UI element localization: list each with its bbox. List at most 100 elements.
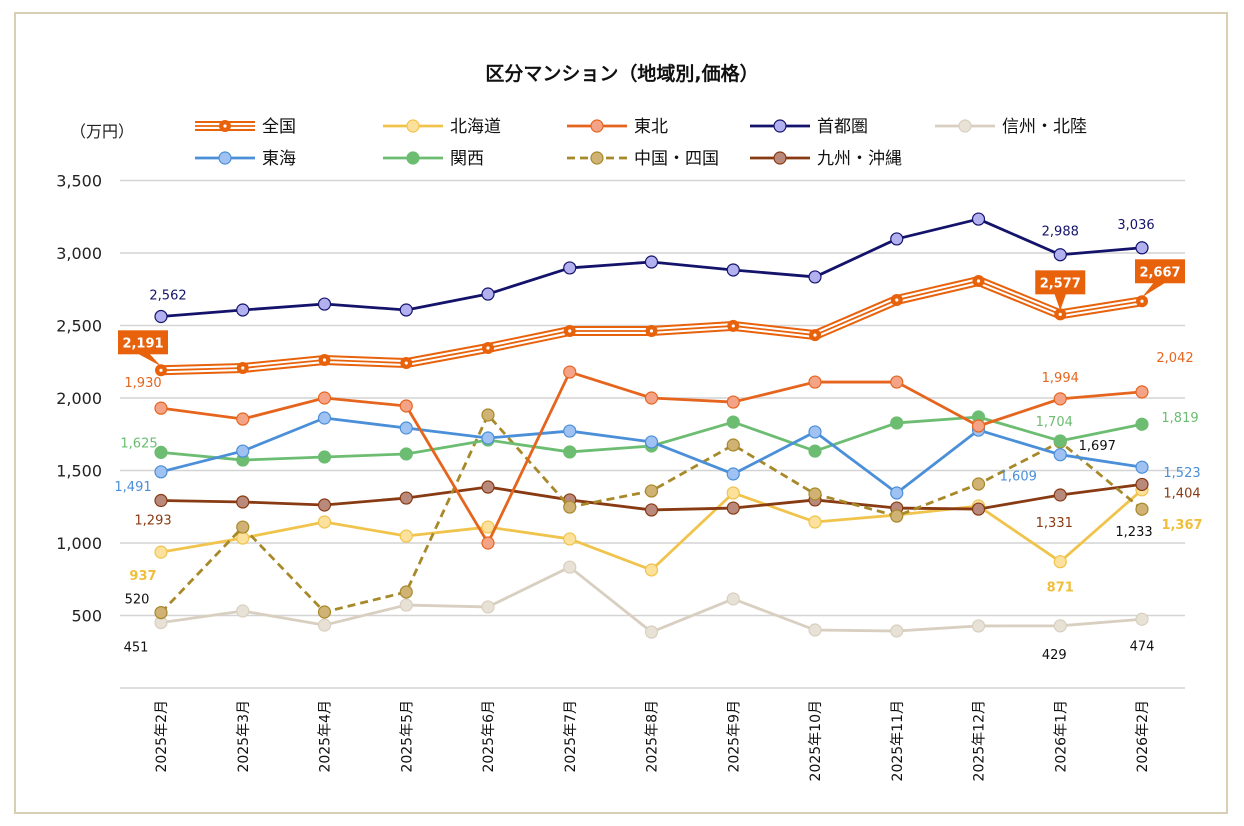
data-point-dot: [813, 333, 817, 337]
legend-item-shutoken: 首都圏: [750, 117, 868, 137]
x-tick-label: 2025年5月: [399, 700, 415, 773]
legend-item-hokkaido: 北海道: [383, 117, 501, 137]
legend-marker: [406, 151, 420, 165]
data-point: [154, 493, 168, 508]
legend-label: 東北: [634, 117, 668, 137]
x-tick-label: 2025年4月: [318, 700, 334, 773]
legend-label: 九州・沖縄: [817, 149, 902, 169]
x-tick-label: 2025年12月: [972, 700, 988, 781]
data-point: [971, 419, 986, 433]
legend-item-kansai: 関西: [383, 149, 484, 169]
data-point-dot: [1140, 299, 1144, 303]
data-label: 937: [129, 569, 156, 584]
data-label: 1,404: [1163, 486, 1200, 501]
data-point: [399, 529, 413, 543]
series-line: [160, 416, 1143, 495]
data-point: [399, 598, 413, 612]
x-tick-label: 2025年2月: [154, 700, 170, 773]
x-tick-label: 2025年11月: [890, 700, 906, 781]
data-point: [563, 500, 577, 514]
data-point: [1053, 392, 1067, 406]
data-point: [890, 624, 904, 638]
data-point: [726, 501, 740, 515]
data-label: 871: [1047, 581, 1074, 596]
legend-item-chugoku: 中国・四国: [567, 149, 719, 169]
legend-label: 首都圏: [817, 117, 868, 137]
data-point: [1053, 248, 1067, 262]
legend-marker: [590, 119, 604, 133]
series-line: [160, 488, 1143, 572]
data-label: 2,562: [149, 289, 186, 304]
legend-item-kyushu: 九州・沖縄: [750, 149, 902, 169]
data-point: [726, 486, 740, 500]
data-point: [236, 303, 250, 317]
y-tick-label: 500: [71, 607, 102, 626]
data-point: [481, 408, 495, 422]
data-point-dot: [1058, 312, 1062, 316]
data-point: [808, 425, 822, 439]
legend-marker: [590, 151, 604, 165]
data-point: [644, 255, 659, 269]
data-point-dot: [649, 329, 654, 333]
data-point: [1135, 477, 1149, 492]
data-point: [726, 438, 740, 452]
data-point: [481, 536, 495, 550]
y-tick-label: 1,500: [56, 462, 102, 481]
data-label: 3,036: [1117, 218, 1154, 233]
data-point: [890, 486, 904, 500]
data-point: [399, 585, 413, 599]
data-point: [236, 531, 250, 545]
data-label: 1,625: [120, 436, 157, 451]
x-tick-label: 2025年10月: [808, 700, 824, 781]
data-point: [317, 391, 332, 405]
data-point: [1053, 619, 1067, 633]
data-point: [1135, 417, 1149, 431]
data-point-dot: [731, 324, 735, 328]
data-label: 2,988: [1042, 225, 1079, 240]
data-point: [1135, 612, 1149, 626]
data-point: [726, 395, 740, 409]
series-kyushu: [154, 477, 1149, 517]
chart-frame: [14, 12, 1228, 814]
legend-label: 北海道: [450, 117, 501, 137]
data-point: [1135, 385, 1149, 399]
data-label: 1,491: [114, 480, 151, 495]
data-point: [154, 605, 168, 620]
data-point: [236, 495, 250, 509]
x-tick-label: 2025年9月: [726, 700, 742, 773]
data-point: [563, 365, 577, 379]
legend-item-shinshu: 信州・北陸: [935, 117, 1087, 137]
data-point: [481, 287, 495, 301]
data-point: [399, 491, 413, 505]
data-point: [644, 391, 659, 405]
data-point: [1135, 241, 1149, 255]
data-label: 474: [1130, 639, 1155, 654]
legend-marker: [406, 119, 420, 133]
data-point: [1053, 448, 1067, 462]
data-point: [317, 450, 332, 464]
data-point: [236, 444, 250, 458]
y-tick-label: 3,000: [56, 244, 102, 263]
data-point: [563, 445, 577, 459]
data-point-dot: [568, 329, 572, 333]
data-point: [481, 480, 495, 494]
legend-marker-dot: [223, 124, 227, 128]
y-tick-label: 2,500: [56, 317, 102, 336]
data-point: [808, 270, 822, 284]
data-point: [154, 401, 168, 415]
data-point: [563, 424, 577, 438]
data-point: [971, 502, 986, 516]
legend-label: 関西: [450, 149, 484, 169]
data-point: [808, 487, 822, 501]
legend-marker: [958, 119, 972, 133]
data-point-dot: [241, 366, 245, 370]
x-tick-label: 2026年1月: [1053, 700, 1069, 773]
data-label: 1,523: [1163, 466, 1200, 481]
x-tick-label: 2026年2月: [1135, 700, 1151, 773]
data-point: [971, 477, 986, 491]
data-label: 429: [1042, 648, 1067, 663]
data-label-box: [1035, 270, 1086, 295]
data-point: [317, 605, 332, 619]
data-point: [890, 416, 904, 430]
x-tick-label: 2025年8月: [645, 700, 661, 773]
